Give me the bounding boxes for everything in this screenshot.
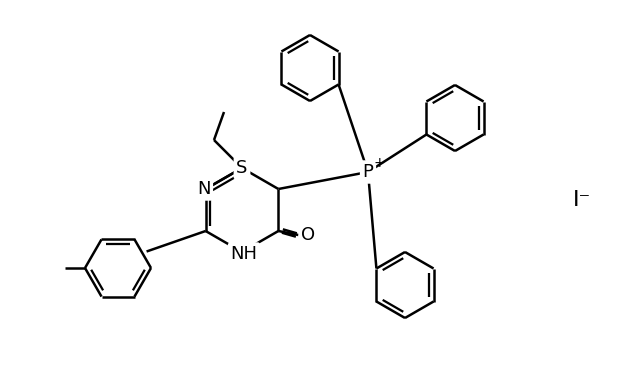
Text: O: O (301, 226, 316, 244)
Text: N: N (197, 180, 211, 198)
Text: +: + (373, 156, 385, 170)
Text: I⁻: I⁻ (573, 190, 591, 210)
Text: S: S (236, 159, 248, 177)
Text: P: P (363, 163, 373, 181)
Text: NH: NH (230, 245, 257, 263)
